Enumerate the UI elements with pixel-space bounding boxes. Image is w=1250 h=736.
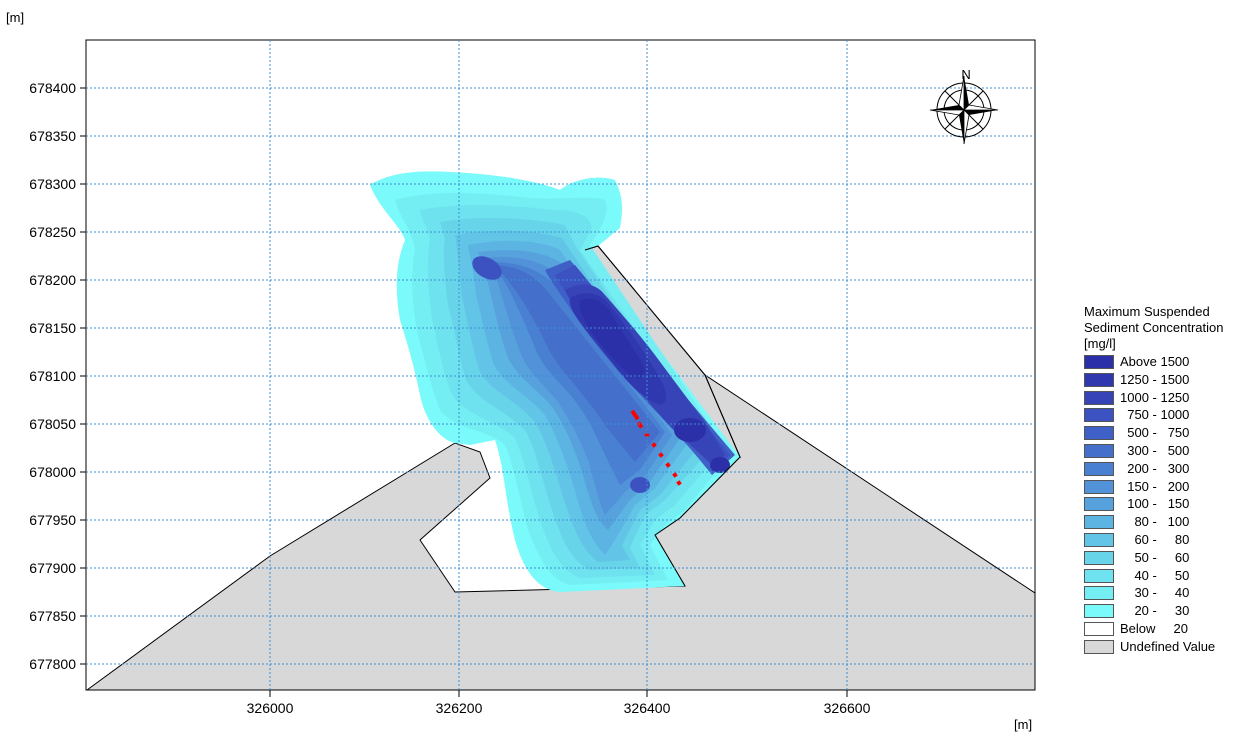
y-tick-labels: 678400 678350 678300 678250 678200 67815… (29, 80, 76, 672)
legend-item: 80 - 100 (1084, 514, 1223, 532)
y-tick-label: 678100 (29, 368, 76, 384)
legend-swatch (1084, 479, 1114, 494)
legend-item: 20 - 30 (1084, 603, 1223, 621)
legend-label: Above 1500 (1120, 354, 1190, 369)
legend-item: Below 20 (1084, 621, 1223, 639)
legend-title-line: Maximum Suspended (1084, 304, 1210, 319)
legend-swatch (1084, 461, 1114, 476)
legend-label: 30 - 40 (1120, 585, 1190, 601)
legend-label: 100 - 150 (1120, 496, 1190, 512)
legend-title-line: Sediment Concentration (1084, 320, 1224, 335)
legend-swatch (1084, 568, 1114, 583)
y-tick-label: 678000 (29, 464, 76, 480)
y-tick-label: 677850 (29, 608, 76, 624)
legend-label: 150 - 200 (1120, 478, 1190, 494)
plume-300-500 (495, 265, 660, 462)
legend-swatch (1084, 390, 1114, 405)
y-tick-label: 678300 (29, 176, 76, 192)
axis-ticks (80, 87, 848, 697)
y-tick-label: 678250 (29, 224, 76, 240)
legend-swatch (1084, 604, 1114, 619)
y-tick-label: 677900 (29, 560, 76, 576)
grid (86, 40, 1035, 690)
structure-outline (584, 245, 741, 587)
legend-swatch (1084, 586, 1114, 601)
discharge-line (630, 409, 682, 486)
legend-swatch (1084, 443, 1114, 458)
legend-item: 40 - 50 (1084, 568, 1223, 586)
legend-swatch (1084, 639, 1114, 654)
legend-label: 300 - 500 (1120, 442, 1190, 458)
legend-swatch (1084, 426, 1114, 441)
legend-label: 80 - 100 (1120, 514, 1190, 530)
legend-label: Undefined Value (1120, 638, 1216, 654)
y-tick-label: 678200 (29, 272, 76, 288)
y-tick-label: 677950 (29, 512, 76, 528)
plume-1250-patch (472, 256, 502, 280)
legend-label: 200 - 300 (1120, 460, 1190, 476)
legend-item: Above 1500 (1084, 354, 1223, 372)
y-tick-label: 678050 (29, 416, 76, 432)
legend-swatch (1084, 621, 1114, 636)
legend-label: 1000 - 1250 (1120, 389, 1190, 405)
legend-label: 20 - 30 (1120, 603, 1190, 619)
legend-item: 1250 - 1500 (1084, 372, 1223, 390)
plume-above-1500-patch-2 (710, 457, 730, 473)
legend-label: 40 - 50 (1120, 567, 1190, 583)
legend-item: 100 - 150 (1084, 496, 1223, 514)
legend-label: 50 - 60 (1120, 549, 1190, 565)
legend-swatch (1084, 355, 1114, 369)
legend-item: 300 - 500 (1084, 443, 1223, 461)
legend-item: 150 - 200 (1084, 479, 1223, 497)
plume-above-1500-patch (674, 418, 706, 442)
north-arrow-icon: N (929, 67, 999, 145)
x-tick-label: 326200 (436, 700, 483, 716)
legend-swatch (1084, 408, 1114, 423)
y-tick-label: 678150 (29, 320, 76, 336)
x-unit-label: [m] (1014, 717, 1033, 732)
legend-items: Above 1500 1250 - 1500 1000 - 1250 750 - 1… (1084, 354, 1223, 657)
north-label: N (961, 67, 970, 82)
legend-item: 50 - 60 (1084, 550, 1223, 568)
legend-title: Maximum Suspended Sediment Concentration… (1084, 304, 1223, 352)
legend-item: Undefined Value (1084, 639, 1223, 657)
legend-item: 60 - 80 (1084, 532, 1223, 550)
legend-item: 200 - 300 (1084, 461, 1223, 479)
y-tick-label: 678400 (29, 80, 76, 96)
legend-swatch (1084, 532, 1114, 547)
legend-label: 60 - 80 (1120, 531, 1190, 547)
y-tick-label: 677800 (29, 656, 76, 672)
legend-item: 500 - 750 (1084, 425, 1223, 443)
legend-swatch (1084, 550, 1114, 565)
legend: Maximum Suspended Sediment Concentration… (1084, 304, 1223, 657)
plume-1250-patch-2 (630, 477, 650, 493)
legend-item: 1000 - 1250 (1084, 390, 1223, 408)
legend-swatch (1084, 497, 1114, 512)
legend-item: 750 - 1000 (1084, 407, 1223, 425)
legend-label: Below 20 (1120, 620, 1188, 636)
y-tick-label: 678350 (29, 128, 76, 144)
x-tick-label: 326400 (624, 700, 671, 716)
legend-swatch (1084, 372, 1114, 387)
x-tick-label: 326000 (247, 700, 294, 716)
x-tick-labels: 326000 326200 326400 326600 (247, 700, 871, 716)
legend-item: 30 - 40 (1084, 585, 1223, 603)
legend-label: 500 - 750 (1120, 425, 1190, 441)
x-tick-label: 326600 (824, 700, 871, 716)
legend-swatch (1084, 515, 1114, 530)
legend-label: 750 - 1000 (1120, 407, 1190, 423)
plume-above-1500 (579, 298, 645, 379)
y-unit-label: [m] (6, 10, 25, 25)
legend-title-line: [mg/l] (1084, 336, 1116, 351)
legend-label: 1250 - 1500 (1120, 371, 1190, 387)
